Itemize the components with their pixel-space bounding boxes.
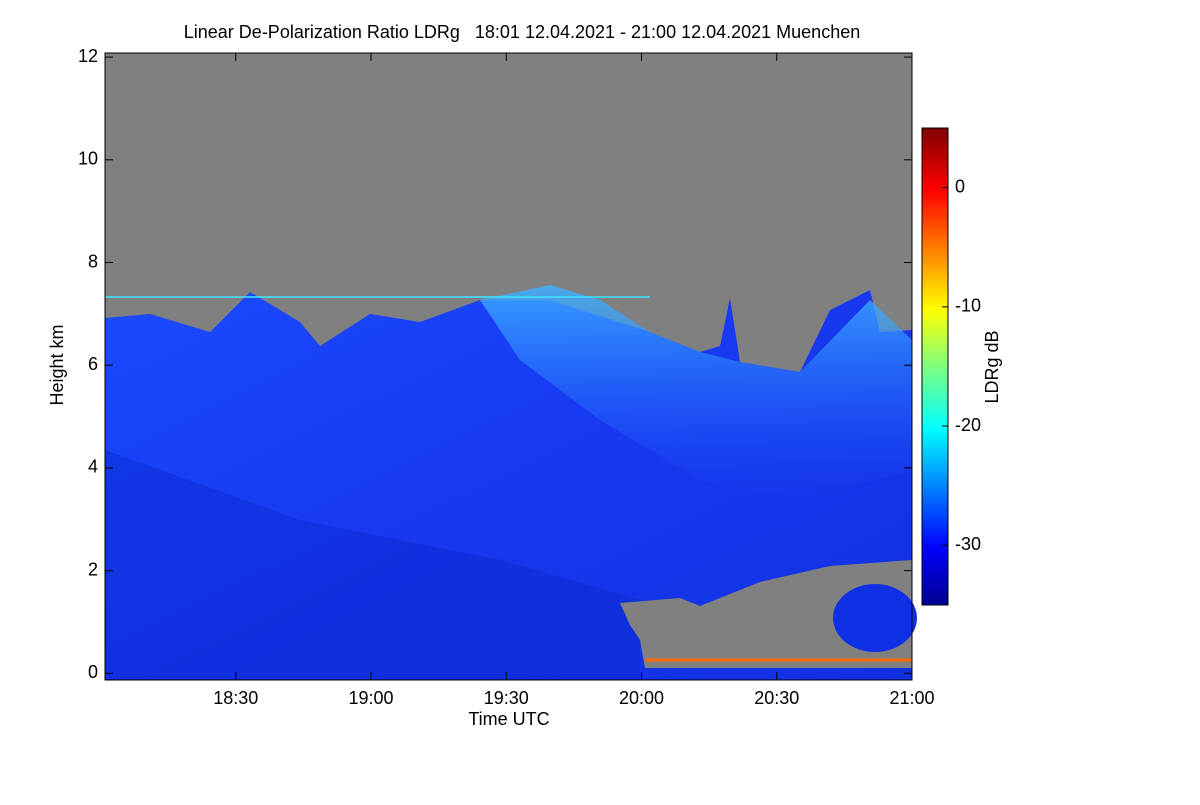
x-tick-label: 18:30	[213, 688, 258, 708]
y-tick-label: 2	[88, 559, 98, 579]
x-tick-label: 20:00	[619, 688, 664, 708]
colorbar-tick-label: -30	[955, 534, 981, 554]
colorbar-tick-label: 0	[955, 176, 965, 196]
y-tick-label: 10	[78, 149, 98, 169]
x-tick-label: 19:00	[348, 688, 393, 708]
y-tick-label: 6	[88, 354, 98, 374]
colorbar	[921, 127, 949, 606]
x-axis-label: Time UTC	[468, 709, 549, 729]
colorbar-tick-label: -20	[955, 415, 981, 435]
y-tick-label: 8	[88, 251, 98, 271]
y-axis-label: Height km	[47, 324, 67, 405]
colorbar-label: LDRg dB	[982, 330, 1002, 403]
colorbar-tick-label: -10	[955, 296, 981, 316]
chart-title: Linear De-Polarization Ratio LDRg 18:01 …	[184, 22, 860, 42]
y-tick-label: 4	[88, 457, 98, 477]
x-tick-label: 21:00	[889, 688, 934, 708]
y-tick-label: 0	[88, 662, 98, 682]
x-tick-label: 20:30	[754, 688, 799, 708]
heatmap-field	[104, 52, 917, 681]
x-tick-label: 19:30	[484, 688, 529, 708]
y-tick-label: 12	[78, 46, 98, 66]
